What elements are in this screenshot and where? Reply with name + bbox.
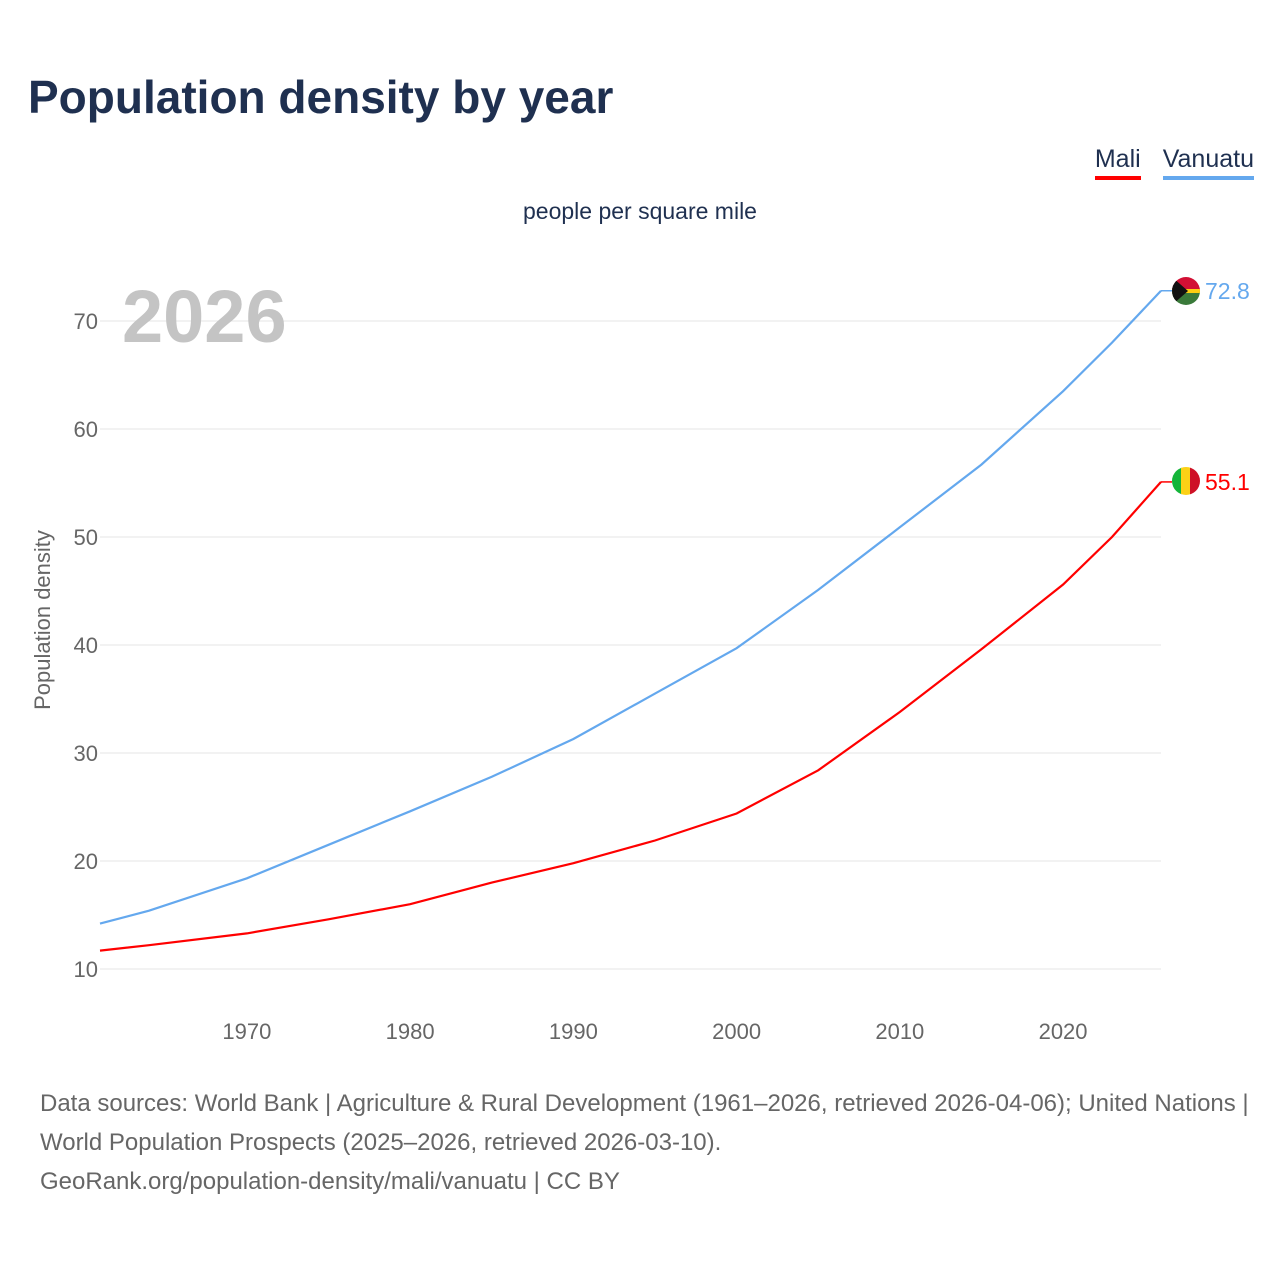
chart-subtitle: people per square mile: [523, 198, 757, 224]
source-note: Data sources: World Bank | Agriculture &…: [40, 1084, 1250, 1201]
x-tick-label: 1990: [549, 1019, 598, 1044]
legend-item-vanuatu[interactable]: Vanuatu: [1162, 145, 1254, 180]
source-link[interactable]: GeoRank.org/population-density/mali/vanu…: [40, 1168, 620, 1195]
mali-flag-icon: [1172, 467, 1200, 495]
end-value-label-mali: 55.1: [1205, 469, 1250, 495]
end-value-label-vanuatu: 72.8: [1205, 278, 1250, 304]
x-tick-label: 1980: [386, 1019, 435, 1044]
source-text: Data sources: World Bank | Agriculture &…: [40, 1090, 1249, 1156]
chart-title: Population density by year: [28, 71, 614, 123]
y-tick-label: 40: [74, 633, 98, 658]
y-tick-label: 50: [74, 525, 98, 550]
year-watermark: 2026: [122, 275, 287, 358]
y-tick-label: 10: [74, 957, 98, 982]
y-tick-label: 60: [74, 417, 98, 442]
x-tick-label: 2000: [712, 1019, 761, 1044]
x-tick-label: 2010: [875, 1019, 924, 1044]
x-tick-label: 1970: [222, 1019, 271, 1044]
vanuatu-flag-icon: [1172, 277, 1200, 305]
series-line-vanuatu: [99, 290, 1162, 925]
x-tick-label: 2020: [1039, 1019, 1088, 1044]
legend-item-mali[interactable]: Mali: [1094, 145, 1141, 180]
y-axis-label: Population density: [30, 530, 55, 710]
series-line-mali: [99, 481, 1162, 952]
y-tick-label: 30: [74, 741, 98, 766]
y-tick-label: 70: [74, 309, 98, 334]
legend: Mali Vanuatu: [1094, 145, 1254, 180]
y-tick-label: 20: [74, 849, 98, 874]
